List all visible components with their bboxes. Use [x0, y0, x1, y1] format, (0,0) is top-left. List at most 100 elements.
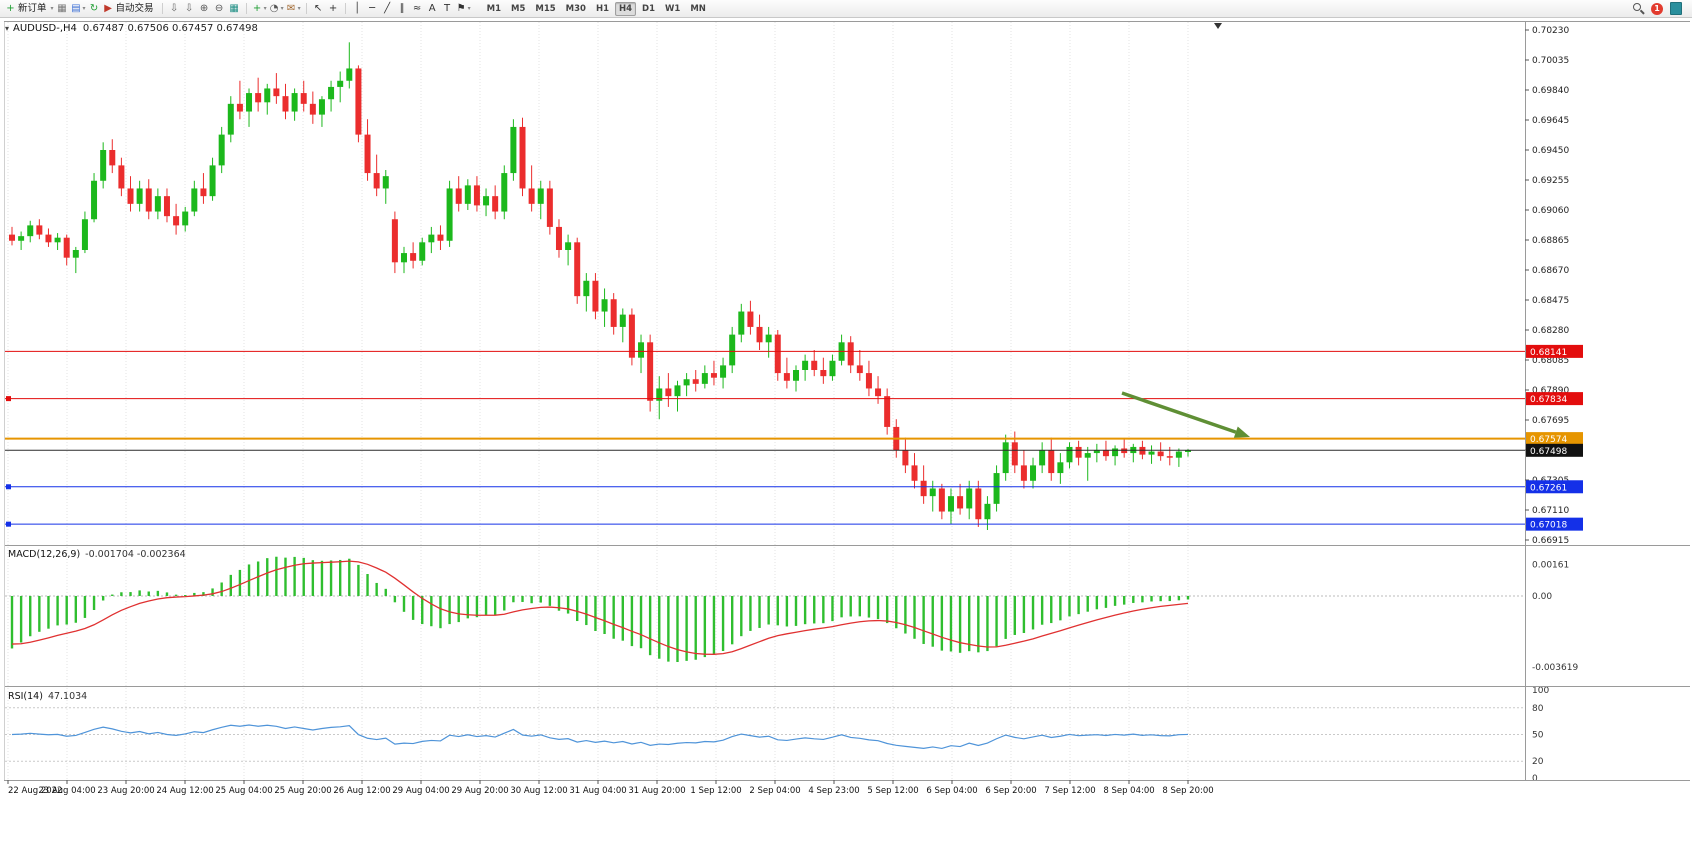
toolbar-separator — [305, 3, 307, 14]
candle-body — [647, 342, 654, 401]
candle-body — [246, 93, 253, 112]
refresh-icon[interactable]: ↻ — [89, 3, 99, 14]
data-window-icon[interactable]: ⇩ — [169, 3, 179, 14]
svg-text:100: 100 — [1532, 686, 1549, 696]
svg-text:30 Aug 12:00: 30 Aug 12:00 — [510, 786, 567, 796]
svg-text:0.68670: 0.68670 — [1532, 266, 1569, 276]
price-pane[interactable] — [5, 22, 1525, 545]
candle-body — [519, 126, 526, 189]
svg-text:0.69060: 0.69060 — [1532, 206, 1569, 216]
candle-body — [355, 68, 362, 135]
text-icon[interactable]: A — [428, 3, 436, 14]
candle-body — [665, 388, 672, 397]
cursor-icon[interactable]: ↖ — [313, 3, 323, 14]
candle-body — [145, 188, 152, 212]
candle-body — [638, 342, 645, 358]
candle-body — [27, 225, 34, 237]
zoom-in-icon[interactable]: ⊕ — [199, 3, 209, 14]
tf-H1[interactable]: H1 — [595, 3, 609, 14]
resistance-line-2-handle[interactable] — [6, 396, 11, 402]
svg-text:0.70035: 0.70035 — [1532, 56, 1569, 66]
vline-icon[interactable]: │ — [354, 3, 361, 14]
zoom-out-icon[interactable]: ⊖ — [214, 3, 224, 14]
candle-body — [72, 250, 79, 258]
tf-M15[interactable]: M15 — [535, 3, 556, 14]
autotrading-icon[interactable]: ▶ 自动交易 — [104, 3, 154, 14]
charts-window-icon[interactable]: ▦ — [57, 3, 67, 14]
candle-body — [373, 173, 380, 189]
chart-shift-icon[interactable] — [1214, 23, 1222, 29]
candle-body — [328, 86, 335, 100]
candle-body — [410, 253, 417, 261]
crosshair-icon[interactable]: + — [328, 3, 338, 14]
hline-icon[interactable]: ─ — [369, 3, 376, 14]
resistance-line-2-tag — [1526, 392, 1583, 406]
candle-body — [710, 373, 717, 378]
candle-body — [337, 80, 344, 87]
template-icon[interactable]: ✉ ▾ — [286, 3, 301, 14]
price-axis[interactable] — [1525, 22, 1692, 780]
candle-body — [793, 370, 799, 381]
candle-body — [127, 188, 134, 204]
tf-M1[interactable]: M1 — [486, 3, 501, 14]
shapes-icon[interactable]: ⚑ ▾ — [456, 3, 471, 14]
svg-text:0.68280: 0.68280 — [1532, 326, 1569, 336]
search-icon[interactable] — [1633, 3, 1644, 14]
tf-W1[interactable]: W1 — [665, 3, 681, 14]
support-line-2-handle[interactable] — [6, 521, 11, 527]
svg-text:24 Aug 12:00: 24 Aug 12:00 — [156, 786, 213, 796]
add-indicator-icon[interactable]: + ▾ — [252, 3, 267, 14]
tile-windows-icon[interactable]: ▦ — [229, 3, 239, 14]
trendline-icon[interactable]: ╱ — [384, 3, 391, 14]
support-line-1-handle[interactable] — [6, 484, 11, 490]
rsi-pane[interactable] — [5, 690, 1525, 779]
svg-text:1 Sep 12:00: 1 Sep 12:00 — [690, 786, 741, 796]
tf-M30[interactable]: M30 — [565, 3, 586, 14]
time-axis[interactable] — [5, 780, 1692, 800]
text-label-icon[interactable]: T — [444, 3, 451, 14]
tf-H4[interactable]: H4 — [615, 1, 637, 16]
candle-body — [756, 326, 763, 343]
svg-text:80: 80 — [1532, 704, 1544, 714]
candle-body — [783, 373, 790, 381]
candle-body — [191, 188, 198, 212]
candle-body — [537, 188, 544, 204]
candle-body — [1048, 450, 1055, 474]
panel-icon[interactable] — [1670, 2, 1682, 15]
tf-D1[interactable]: D1 — [642, 3, 656, 14]
candle-body — [1030, 465, 1037, 481]
candle-body — [1102, 450, 1109, 457]
svg-text:0.69255: 0.69255 — [1532, 176, 1569, 186]
channel-icon[interactable]: ∥ — [399, 3, 405, 14]
fibonacci-icon[interactable]: ≈ — [412, 3, 422, 14]
candle-body — [464, 185, 471, 204]
trend-arrow[interactable] — [1121, 391, 1250, 438]
svg-text:0.00161: 0.00161 — [1532, 560, 1569, 570]
candle-body — [282, 96, 289, 112]
candle-body — [300, 93, 307, 104]
tf-M5[interactable]: M5 — [511, 3, 526, 14]
notification-badge[interactable]: 1 — [1651, 2, 1663, 15]
candle-body — [63, 237, 70, 258]
candle-body — [437, 234, 444, 241]
macd-pane[interactable] — [5, 549, 1525, 686]
candle-body — [975, 488, 982, 520]
indicator-window-icon[interactable]: ⇩ — [184, 3, 194, 14]
candle-body — [255, 93, 262, 103]
svg-text:4 Sep 23:00: 4 Sep 23:00 — [808, 786, 859, 796]
support-line-1-tag — [1526, 480, 1583, 494]
candle-body — [765, 334, 772, 343]
candle-body — [401, 253, 407, 263]
profiles-icon[interactable]: ▤ ▾ — [71, 3, 86, 14]
new-order-icon[interactable]: + 新订单 ▾ — [6, 3, 54, 14]
period-icon[interactable]: ◔ ▾ — [269, 3, 284, 14]
svg-text:0.00: 0.00 — [1532, 592, 1552, 602]
candle-body — [774, 334, 781, 374]
candle-body — [1175, 451, 1182, 458]
candle-body — [555, 226, 562, 250]
tf-MN[interactable]: MN — [690, 3, 706, 14]
candle-body — [628, 314, 635, 358]
candle-body — [802, 360, 809, 370]
svg-text:0.66915: 0.66915 — [1532, 536, 1569, 546]
